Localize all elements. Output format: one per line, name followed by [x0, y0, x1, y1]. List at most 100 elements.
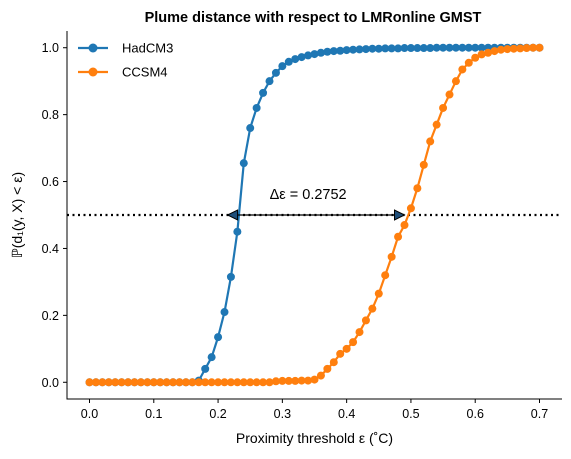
axes-spines — [66, 31, 562, 400]
data-point — [85, 378, 94, 387]
data-point — [445, 43, 454, 52]
data-point — [509, 44, 518, 53]
data-point — [349, 338, 358, 347]
data-point — [464, 58, 473, 67]
data-point — [419, 160, 428, 169]
data-point — [445, 90, 454, 99]
data-point — [477, 50, 486, 59]
data-point — [91, 378, 100, 387]
legend-marker — [88, 43, 98, 53]
y-tick-label: 0.0 — [42, 376, 59, 390]
data-point — [220, 378, 229, 387]
data-point — [439, 103, 448, 112]
x-tick-label: 0.6 — [467, 407, 484, 421]
data-point — [284, 57, 293, 66]
x-tick-label: 0.3 — [274, 407, 291, 421]
data-point — [259, 378, 268, 387]
x-tick-label: 0.1 — [145, 407, 162, 421]
data-point — [271, 377, 280, 386]
data-point — [374, 44, 383, 53]
data-point — [458, 43, 467, 52]
data-point — [381, 271, 390, 280]
data-point — [226, 272, 235, 281]
data-point — [111, 378, 120, 387]
data-point — [419, 44, 428, 53]
data-point — [194, 378, 203, 387]
data-point — [329, 47, 338, 56]
data-point — [361, 316, 370, 325]
data-point — [464, 43, 473, 52]
series-ccsm4 — [85, 43, 544, 387]
series-layer — [85, 43, 544, 387]
data-point — [104, 378, 113, 387]
data-point — [413, 184, 422, 193]
data-point — [291, 55, 300, 64]
data-point — [484, 48, 493, 57]
delta-epsilon-annotation: Δε = 0.2752 — [270, 187, 347, 203]
data-point — [246, 378, 255, 387]
data-point — [233, 227, 242, 236]
arrow-head-left — [226, 209, 239, 221]
data-point — [304, 51, 313, 60]
data-point — [432, 43, 441, 52]
data-point — [342, 46, 351, 55]
data-point — [323, 47, 332, 56]
legend: HadCM3 CCSM4 — [78, 41, 173, 80]
data-point — [162, 378, 171, 387]
data-point — [413, 44, 422, 53]
data-point — [355, 45, 364, 54]
data-point — [252, 378, 261, 387]
data-point — [284, 376, 293, 385]
data-point — [336, 349, 345, 358]
data-point — [239, 159, 248, 168]
data-point — [529, 43, 538, 52]
x-tick-label: 0.5 — [402, 407, 419, 421]
data-point — [265, 378, 274, 387]
data-point — [207, 353, 216, 362]
y-tick-label: 0.2 — [42, 309, 59, 323]
data-point — [368, 44, 377, 53]
x-axis-ticks: 0.0 0.1 0.2 0.3 0.4 0.5 0.6 0.7 — [81, 399, 548, 421]
data-point — [259, 88, 268, 97]
data-point — [516, 44, 525, 53]
data-point — [278, 376, 287, 385]
data-point — [239, 378, 248, 387]
data-point — [329, 358, 338, 367]
data-point — [316, 48, 325, 57]
y-axis-label: ℙ(d₁(y, X) < ε) — [9, 172, 25, 258]
data-point — [387, 252, 396, 261]
data-point — [207, 378, 216, 387]
data-point — [214, 333, 223, 342]
data-point — [169, 378, 178, 387]
annotation-layer: Δε = 0.2752 — [226, 187, 406, 221]
arrow-head-right — [394, 209, 406, 221]
data-point — [400, 221, 409, 230]
data-point — [310, 375, 319, 384]
data-point — [336, 46, 345, 55]
data-point — [201, 378, 210, 387]
legend-label: CCSM4 — [122, 65, 168, 80]
data-point — [349, 45, 358, 54]
data-point — [175, 378, 184, 387]
x-tick-label: 0.7 — [531, 407, 548, 421]
data-point — [387, 44, 396, 53]
data-point — [406, 44, 415, 53]
data-point — [496, 45, 505, 54]
data-point — [471, 43, 480, 52]
data-point — [471, 53, 480, 62]
data-point — [130, 378, 139, 387]
legend-marker — [88, 67, 98, 77]
data-point — [149, 378, 158, 387]
data-point — [439, 43, 448, 52]
data-point — [451, 77, 460, 86]
data-point — [278, 62, 287, 71]
data-point — [406, 204, 415, 213]
y-tick-label: 0.4 — [42, 242, 59, 256]
data-point — [432, 120, 441, 129]
y-tick-label: 0.8 — [42, 108, 59, 122]
data-point — [265, 77, 274, 86]
data-point — [490, 47, 499, 56]
data-point — [271, 68, 280, 77]
y-tick-label: 0.6 — [42, 175, 59, 189]
